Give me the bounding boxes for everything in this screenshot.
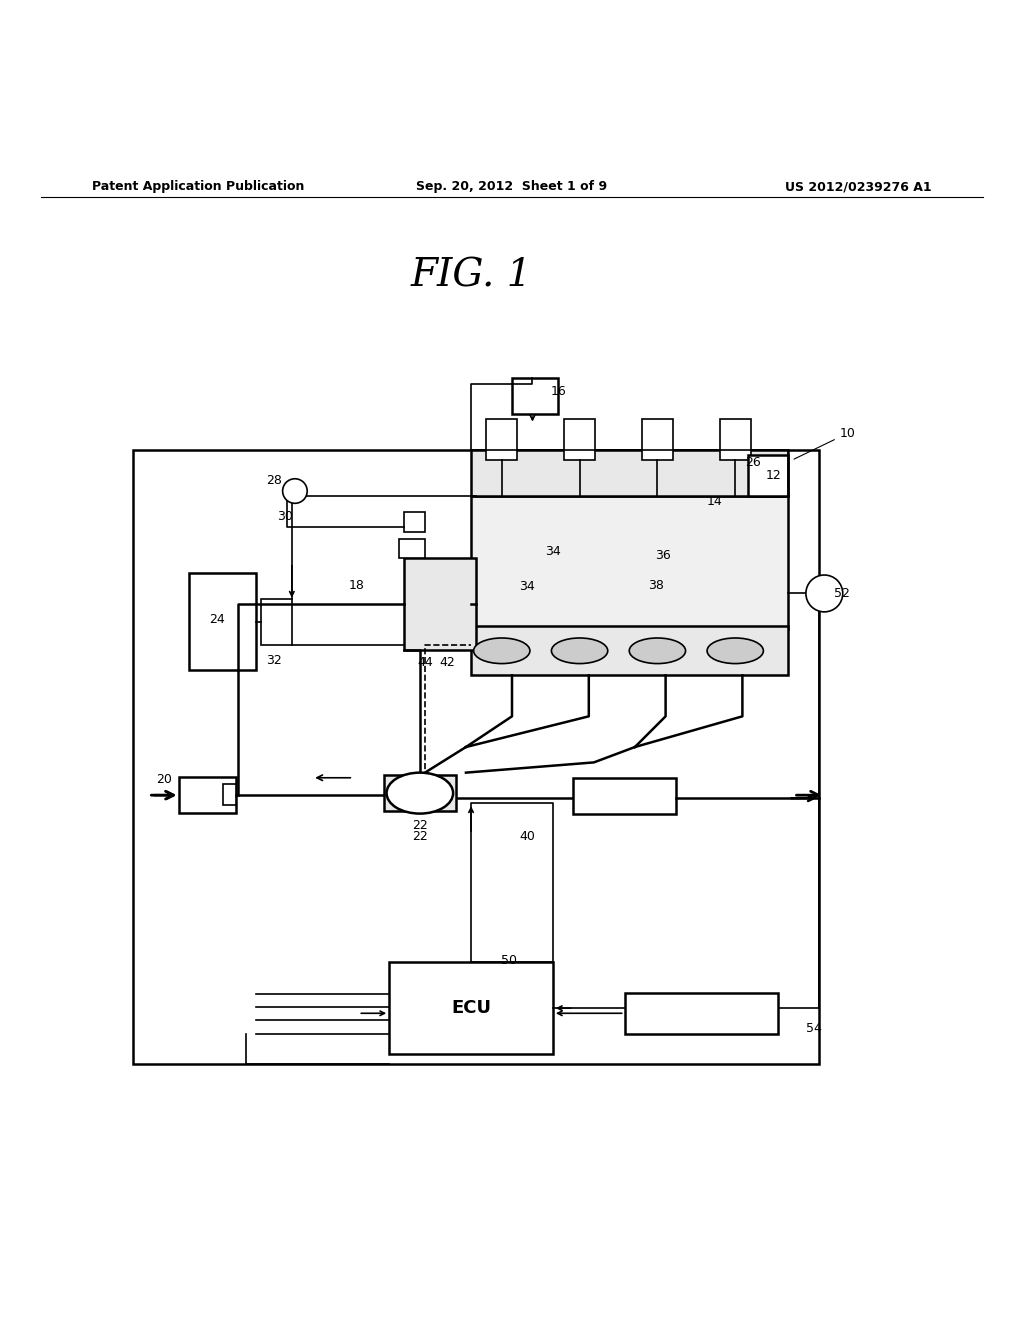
Text: 42: 42 bbox=[439, 656, 456, 668]
Circle shape bbox=[283, 479, 307, 503]
FancyBboxPatch shape bbox=[189, 573, 256, 671]
Text: 12: 12 bbox=[765, 469, 781, 482]
FancyBboxPatch shape bbox=[389, 962, 553, 1055]
FancyBboxPatch shape bbox=[512, 379, 558, 414]
FancyBboxPatch shape bbox=[399, 539, 425, 557]
Text: 34: 34 bbox=[519, 579, 536, 593]
Ellipse shape bbox=[386, 772, 453, 813]
Text: 34: 34 bbox=[545, 545, 561, 558]
FancyBboxPatch shape bbox=[748, 455, 788, 496]
Text: 22: 22 bbox=[412, 820, 428, 833]
Ellipse shape bbox=[551, 638, 607, 664]
Text: 30: 30 bbox=[276, 510, 293, 523]
FancyBboxPatch shape bbox=[261, 598, 292, 644]
Text: 10: 10 bbox=[794, 426, 856, 459]
FancyBboxPatch shape bbox=[387, 777, 454, 808]
FancyBboxPatch shape bbox=[404, 512, 425, 532]
Text: 22: 22 bbox=[412, 830, 428, 842]
FancyBboxPatch shape bbox=[471, 450, 788, 496]
Text: Patent Application Publication: Patent Application Publication bbox=[92, 181, 304, 194]
FancyBboxPatch shape bbox=[642, 420, 673, 461]
FancyBboxPatch shape bbox=[404, 557, 476, 649]
Text: 40: 40 bbox=[519, 830, 536, 842]
Text: 18: 18 bbox=[348, 578, 365, 591]
Text: 50: 50 bbox=[501, 953, 517, 966]
Text: 38: 38 bbox=[648, 578, 665, 591]
Text: 24: 24 bbox=[209, 612, 225, 626]
Ellipse shape bbox=[707, 638, 763, 664]
Text: 26: 26 bbox=[744, 455, 761, 469]
Text: 14: 14 bbox=[707, 495, 723, 508]
Text: 20: 20 bbox=[156, 774, 172, 787]
Text: ECU: ECU bbox=[451, 999, 492, 1018]
Ellipse shape bbox=[629, 638, 686, 664]
FancyBboxPatch shape bbox=[471, 626, 788, 676]
Circle shape bbox=[806, 576, 843, 612]
Ellipse shape bbox=[473, 638, 530, 664]
Text: 36: 36 bbox=[654, 549, 671, 562]
FancyBboxPatch shape bbox=[471, 496, 788, 630]
Text: Sep. 20, 2012  Sheet 1 of 9: Sep. 20, 2012 Sheet 1 of 9 bbox=[417, 181, 607, 194]
Text: 28: 28 bbox=[266, 474, 283, 487]
Text: US 2012/0239276 A1: US 2012/0239276 A1 bbox=[785, 181, 932, 194]
FancyBboxPatch shape bbox=[133, 450, 819, 1064]
Text: FIG. 1: FIG. 1 bbox=[411, 257, 531, 294]
Text: 32: 32 bbox=[266, 653, 283, 667]
Text: 16: 16 bbox=[550, 385, 566, 399]
FancyBboxPatch shape bbox=[179, 776, 236, 813]
FancyBboxPatch shape bbox=[720, 420, 751, 461]
FancyBboxPatch shape bbox=[223, 784, 236, 805]
FancyBboxPatch shape bbox=[486, 420, 517, 461]
FancyBboxPatch shape bbox=[384, 775, 456, 810]
FancyBboxPatch shape bbox=[625, 993, 778, 1034]
FancyBboxPatch shape bbox=[564, 420, 595, 461]
Text: 44: 44 bbox=[417, 656, 433, 668]
FancyBboxPatch shape bbox=[573, 777, 676, 813]
Text: 54: 54 bbox=[806, 1022, 822, 1035]
Text: 52: 52 bbox=[834, 587, 850, 599]
